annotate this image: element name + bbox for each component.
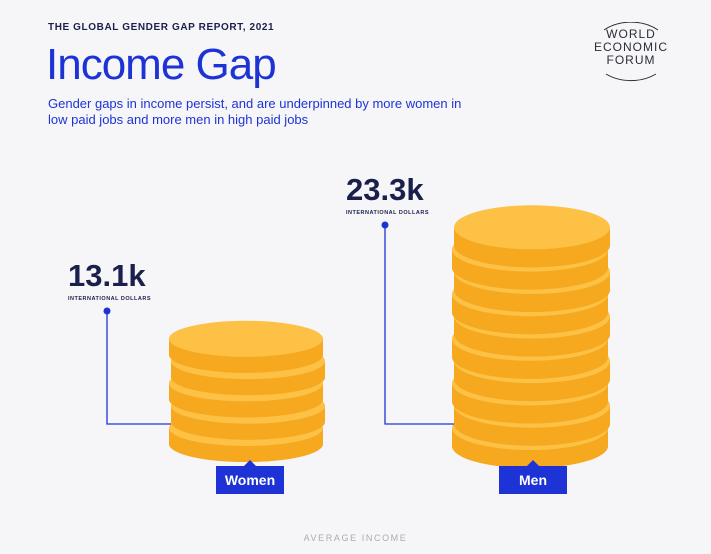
wef-logo: WORLD ECONOMIC FORUM xyxy=(588,22,674,82)
category-label-women: Women xyxy=(216,460,284,494)
category-label-men: Men xyxy=(499,460,567,494)
coin-stack-women xyxy=(169,320,325,462)
coin-stack-men xyxy=(452,205,610,468)
category-text-men: Men xyxy=(519,472,547,488)
value-label-men: 23.3k xyxy=(346,172,424,207)
logo-line-world: WORLD xyxy=(606,27,656,41)
leader-dot-women xyxy=(103,307,111,315)
value-label-women: 13.1k xyxy=(68,258,146,293)
page-subtitle: Gender gaps in income persist, and are u… xyxy=(48,96,462,127)
coin xyxy=(169,320,323,373)
unit-label-men: INTERNATIONAL DOLLARS xyxy=(346,210,429,216)
wef-logo-arc-icon xyxy=(603,22,659,82)
logo-line-economic: ECONOMIC xyxy=(594,40,668,54)
unit-label-women: INTERNATIONAL DOLLARS xyxy=(68,296,151,302)
logo-line-forum: FORUM xyxy=(606,53,656,67)
report-kicker: THE GLOBAL GENDER GAP REPORT, 2021 xyxy=(48,22,275,33)
coin xyxy=(454,205,610,268)
coin-stacks xyxy=(169,205,610,468)
value-annotations: 13.1k INTERNATIONAL DOLLARS 23.3k INTERNATI… xyxy=(68,172,454,425)
leader-line-men xyxy=(384,225,454,425)
leader-line-women xyxy=(106,311,171,425)
leader-dot-men xyxy=(381,221,389,229)
category-labels: Women Men xyxy=(216,460,567,494)
category-text-women: Women xyxy=(225,472,275,488)
x-axis-label: AVERAGE INCOME xyxy=(303,533,408,543)
page-title: Income Gap xyxy=(46,40,277,89)
